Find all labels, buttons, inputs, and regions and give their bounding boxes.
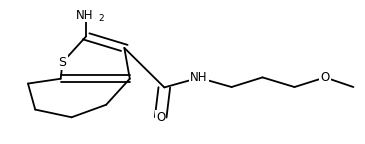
Text: S: S <box>58 56 66 69</box>
Text: O: O <box>156 111 165 124</box>
Text: 2: 2 <box>99 14 104 23</box>
Text: NH: NH <box>76 9 93 22</box>
Text: O: O <box>320 71 330 84</box>
Text: NH: NH <box>190 71 208 84</box>
